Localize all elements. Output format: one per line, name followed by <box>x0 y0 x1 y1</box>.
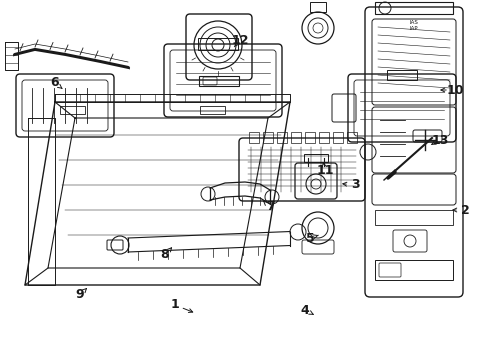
Text: 1: 1 <box>171 298 179 311</box>
Bar <box>375 210 453 225</box>
Bar <box>200 106 225 114</box>
Text: 10: 10 <box>446 84 464 96</box>
Bar <box>199 76 239 86</box>
Text: 3: 3 <box>351 179 359 192</box>
Text: IAS: IAS <box>410 20 418 25</box>
Text: 5: 5 <box>306 231 315 244</box>
Text: 4: 4 <box>301 303 309 316</box>
Text: 2: 2 <box>461 203 469 216</box>
Bar <box>277 132 287 143</box>
Bar <box>375 2 453 14</box>
Bar <box>60 106 85 114</box>
Bar <box>198 38 238 50</box>
Text: 12: 12 <box>231 33 249 46</box>
Text: 13: 13 <box>431 134 449 147</box>
Bar <box>305 132 315 143</box>
Text: 9: 9 <box>75 288 84 302</box>
Text: 6: 6 <box>50 77 59 90</box>
Bar <box>263 132 273 143</box>
Bar <box>319 132 329 143</box>
Bar <box>249 132 259 143</box>
Text: 11: 11 <box>316 163 334 176</box>
Bar <box>310 2 326 12</box>
Bar <box>375 260 453 280</box>
Bar <box>333 132 343 143</box>
Bar <box>291 132 301 143</box>
Text: IAP: IAP <box>410 26 418 31</box>
Bar <box>304 154 328 162</box>
Text: 7: 7 <box>266 201 274 213</box>
Bar <box>347 132 357 143</box>
Bar <box>387 70 417 80</box>
Text: 8: 8 <box>161 248 170 261</box>
